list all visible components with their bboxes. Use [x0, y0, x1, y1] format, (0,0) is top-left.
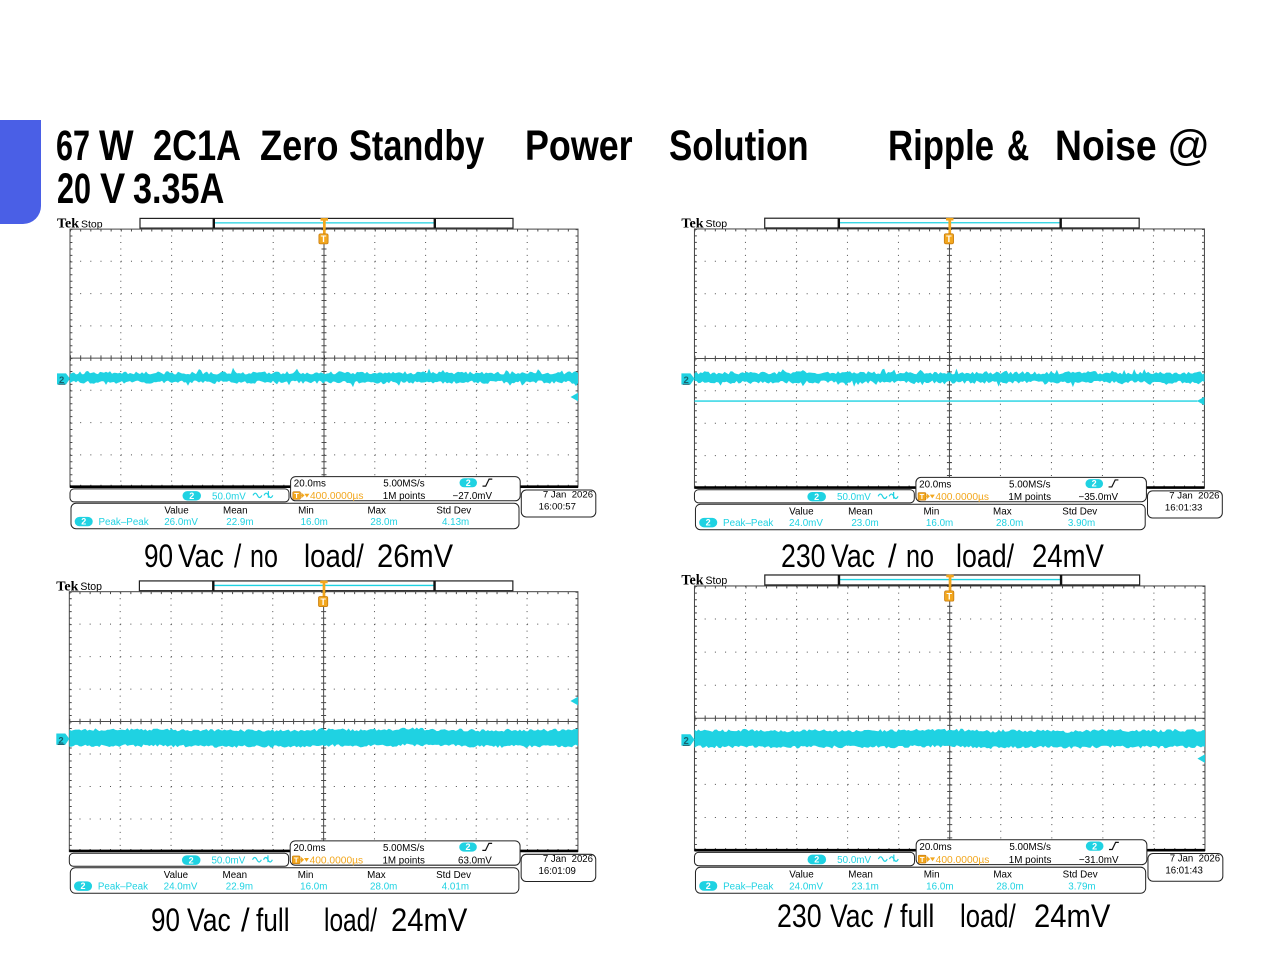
svg-text:−31.0mV: −31.0mV [1079, 855, 1119, 866]
svg-text:26.0mV: 26.0mV [164, 517, 198, 528]
svg-text:63.0mV: 63.0mV [458, 855, 492, 866]
svg-text:3.90m: 3.90m [1068, 518, 1095, 529]
svg-text:22.9m: 22.9m [226, 882, 253, 893]
svg-text:24.0mV: 24.0mV [789, 881, 823, 892]
svg-text:−27.0mV: −27.0mV [453, 491, 493, 502]
svg-text:23.0m: 23.0m [851, 518, 878, 529]
svg-text:2: 2 [59, 375, 64, 386]
svg-text:22.9m: 22.9m [226, 517, 253, 528]
svg-text:2: 2 [58, 735, 63, 746]
svg-text:16:00:57: 16:00:57 [539, 502, 576, 513]
svg-text:23.1m: 23.1m [852, 881, 879, 892]
svg-text:16:01:33: 16:01:33 [1165, 503, 1202, 514]
svg-text:16:01:43: 16:01:43 [1165, 866, 1203, 877]
svg-text:4.01m: 4.01m [442, 882, 469, 893]
svg-text:24.0mV: 24.0mV [164, 882, 198, 893]
svg-text:2: 2 [683, 736, 688, 747]
svg-text:−35.0mV: −35.0mV [1078, 492, 1118, 503]
svg-text:2: 2 [683, 375, 688, 386]
svg-text:4.13m: 4.13m [442, 517, 469, 528]
svg-text:16:01:09: 16:01:09 [539, 866, 576, 877]
svg-text:24.0mV: 24.0mV [789, 518, 823, 529]
svg-text:3.79m: 3.79m [1068, 881, 1095, 892]
